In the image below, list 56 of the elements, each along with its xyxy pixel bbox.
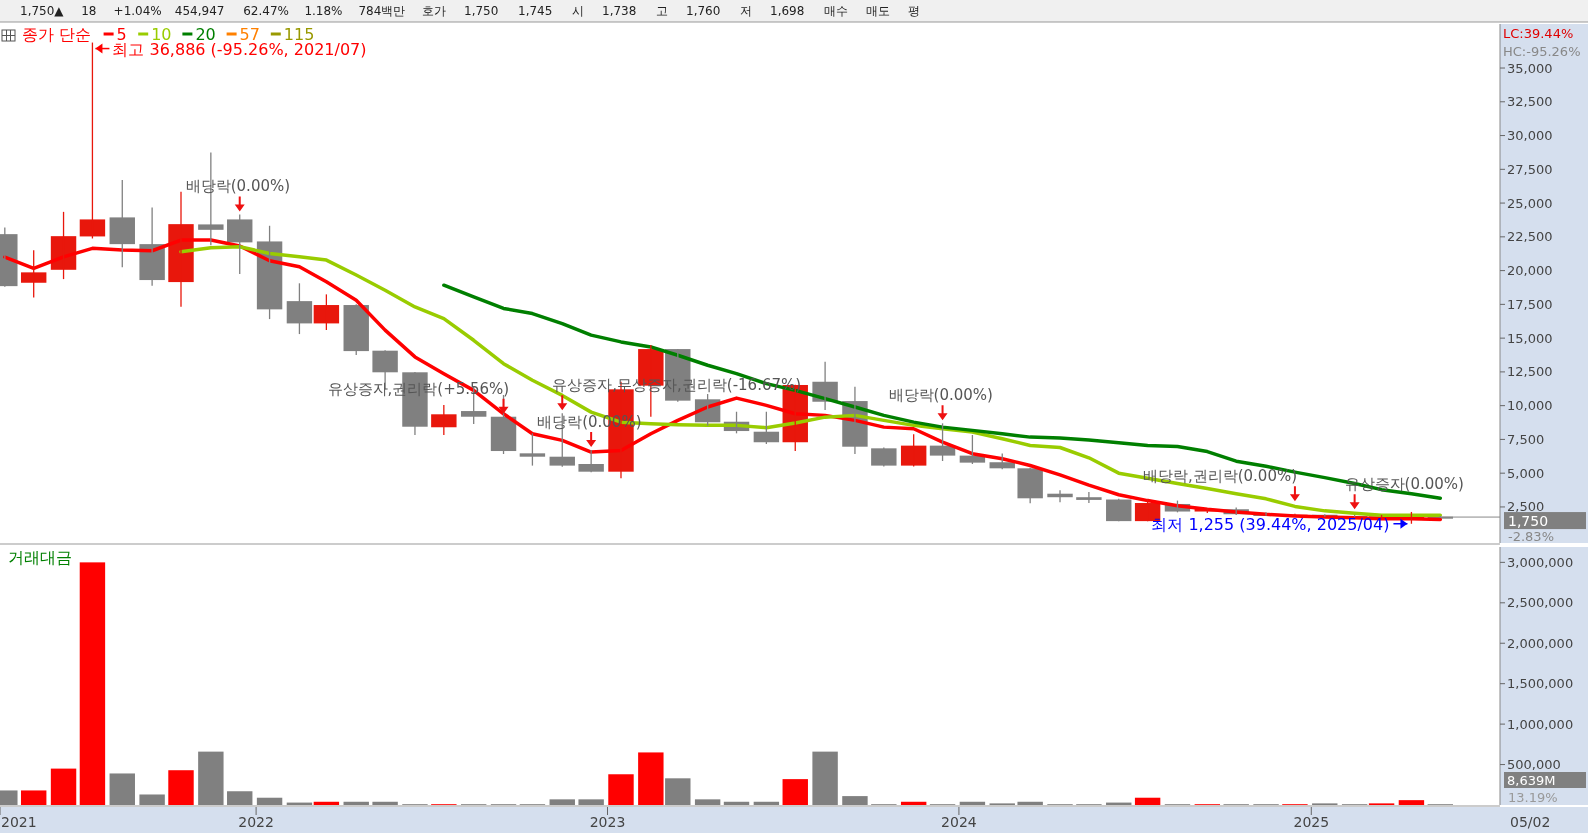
text: 784백만 — [358, 4, 406, 18]
text: 1,760 — [686, 4, 721, 18]
text: 매수 — [824, 4, 848, 18]
text: 13.19% — [1508, 790, 1558, 805]
text: HC:-95.26% — [1503, 44, 1581, 59]
text: 18 — [81, 4, 97, 18]
annotation: 배당락(0.00%) — [888, 386, 993, 405]
text: 1,750▲ — [20, 4, 65, 18]
y-tick-label: 15,000 — [1507, 330, 1553, 346]
text: 1,750 — [464, 4, 499, 18]
y-tick-label: 30,000 — [1507, 128, 1553, 144]
x-tick-label: 2025 — [1293, 814, 1330, 830]
text: 05/02 — [1510, 814, 1551, 830]
text: +1.04% — [113, 4, 162, 18]
y-tick-label: 1,000,000 — [1507, 716, 1574, 732]
text: 저 — [740, 4, 752, 18]
y-tick-label: 32,500 — [1507, 94, 1553, 110]
text: 62.47% — [243, 4, 289, 18]
x-tick-label: 2024 — [941, 814, 977, 830]
y-tick-label: 22,500 — [1507, 229, 1553, 245]
y-tick-label: 25,000 — [1507, 195, 1553, 211]
y-tick-label: 35,000 — [1507, 60, 1553, 76]
text: 454,947 — [174, 4, 225, 18]
y-tick-label: 1,500,000 — [1507, 676, 1574, 692]
text: 1,738 — [602, 4, 637, 18]
text: LC:39.44% — [1503, 26, 1574, 41]
x-tick-label: 2022 — [238, 814, 274, 830]
annotation: 배당락,권리락(0.00%) — [1142, 467, 1298, 486]
y-tick-label: 17,500 — [1507, 296, 1553, 312]
text: 1,750 — [1508, 513, 1549, 530]
text: -2.83% — [1508, 529, 1554, 545]
text: 매도 — [866, 4, 890, 18]
y-tick-label: 12,500 — [1507, 364, 1553, 380]
annotation: 최저 1,255 (39.44%, 2025/04) — [1151, 514, 1390, 534]
text: 호가 — [422, 4, 446, 18]
text: 1.18% — [304, 4, 343, 18]
chart-title: 거래대금 — [8, 548, 72, 567]
text: 8,639M — [1507, 773, 1556, 788]
y-tick-label: 27,500 — [1507, 161, 1553, 177]
y-tick-label: 2,500 — [1507, 499, 1545, 515]
y-tick-label: 3,000,000 — [1507, 554, 1574, 570]
y-tick-label: 2,000,000 — [1507, 635, 1574, 651]
x-tick-label: 2023 — [589, 814, 626, 830]
x-tick-label: 2021 — [1, 814, 37, 830]
y-tick-label: 2,500,000 — [1507, 595, 1574, 611]
y-tick-label: 10,000 — [1507, 398, 1553, 414]
y-tick-label: 7,500 — [1507, 431, 1545, 447]
text: 평 — [908, 4, 920, 18]
legend-title: 종가 단순 — [22, 25, 92, 44]
y-tick-label: 5,000 — [1507, 465, 1545, 481]
text: 시 — [572, 4, 584, 18]
text: 1,698 — [770, 4, 805, 18]
y-tick-label: 500,000 — [1507, 757, 1561, 773]
text: 고 — [656, 4, 668, 18]
text: 1,745 — [518, 4, 553, 18]
y-tick-label: 20,000 — [1507, 263, 1553, 279]
